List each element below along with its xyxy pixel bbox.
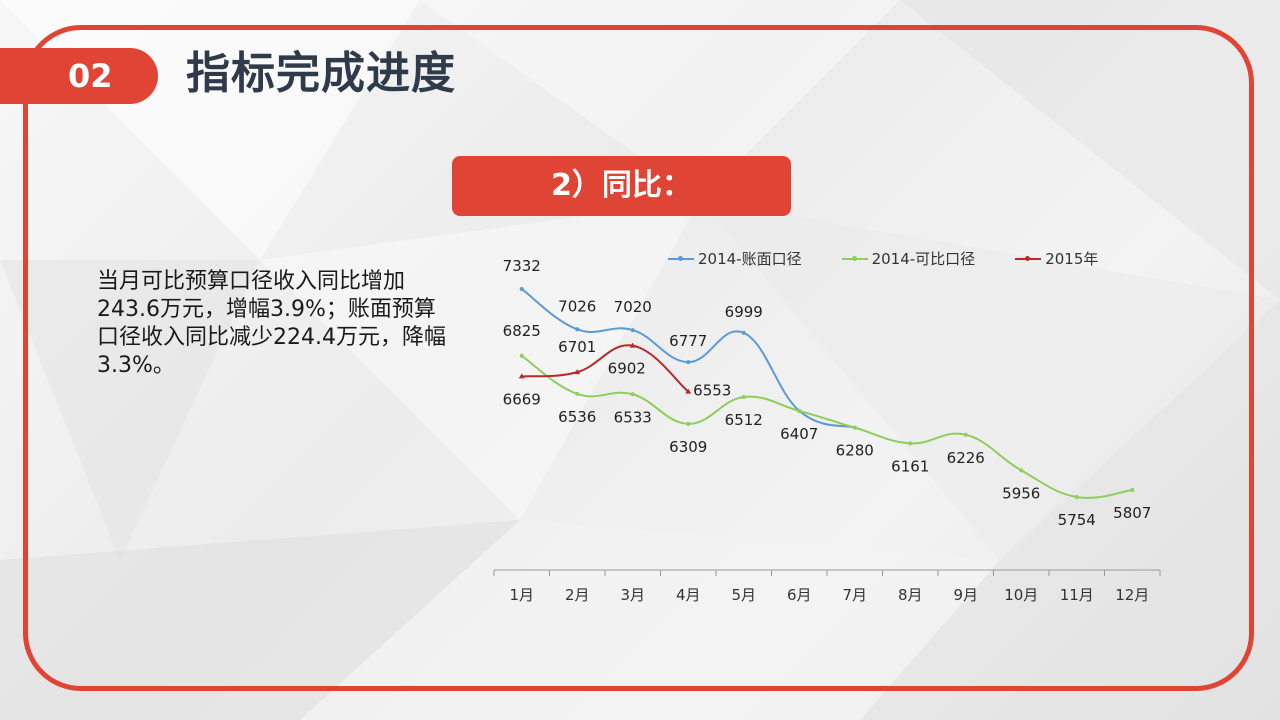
x-tick-label: 12月: [1115, 586, 1149, 604]
series-line-2: [521, 344, 689, 393]
x-tick-label: 4月: [676, 586, 701, 604]
subtitle-banner: 2）同比：: [452, 156, 791, 216]
data-label: 6533: [614, 408, 652, 426]
x-tick-label: 6月: [787, 586, 812, 604]
data-label: 6902: [608, 360, 646, 378]
data-label: 6553: [693, 382, 731, 400]
data-label: 5807: [1113, 504, 1151, 522]
x-tick-label: 8月: [898, 586, 923, 604]
data-label: 7020: [614, 298, 652, 316]
data-point: [741, 330, 746, 335]
data-label: 5956: [1002, 484, 1040, 502]
data-label: 6280: [836, 442, 874, 460]
data-label: 7332: [503, 257, 541, 275]
legend-swatch: [841, 255, 868, 261]
data-point: [519, 353, 524, 358]
data-point: [629, 342, 636, 348]
data-point: [908, 441, 913, 446]
legend-label: 2015年: [1045, 250, 1099, 268]
x-tick-label: 1月: [509, 586, 534, 604]
data-label: 6825: [503, 322, 541, 340]
data-point: [741, 395, 746, 400]
legend-swatch: [668, 255, 694, 261]
data-label: 6226: [947, 449, 985, 467]
data-point: [797, 408, 802, 413]
data-point: [518, 373, 525, 379]
data-point: [1130, 487, 1135, 492]
data-label: 6309: [669, 438, 707, 456]
data-point: [685, 388, 692, 394]
line-chart: 1月 2月 3月 4月 5月 6月 7月 8月 9月 10月 11月 12月 7332 7026 7020 6…: [493, 257, 1161, 604]
data-point: [686, 421, 691, 426]
data-point: [1019, 468, 1024, 473]
legend-label: 2014-账面口径: [698, 250, 802, 268]
data-label: 5754: [1058, 511, 1096, 529]
subtitle-text: 2）同比：: [551, 168, 692, 203]
data-point: [574, 369, 581, 375]
data-point: [630, 328, 635, 333]
x-tick-label: 7月: [842, 586, 867, 604]
legend-item: 2014-账面口径: [668, 248, 802, 269]
data-point: [1074, 494, 1079, 499]
data-point: [686, 360, 691, 365]
data-point: [852, 425, 857, 430]
legend-item: 2014-可比口径: [841, 248, 976, 269]
x-tick-label: 10月: [1004, 586, 1038, 604]
x-tick-label: 3月: [620, 586, 645, 604]
data-label: 6512: [725, 411, 763, 429]
section-number: 02: [68, 57, 113, 95]
data-label: 6701: [558, 338, 596, 356]
data-point: [963, 432, 968, 437]
section-number-tab: 02: [0, 48, 158, 104]
legend-item: 2015年: [1015, 248, 1098, 269]
legend-swatch: [1015, 255, 1042, 261]
x-tick-label: 5月: [731, 586, 756, 604]
data-point: [575, 327, 580, 332]
data-point: [575, 391, 580, 396]
data-label: 6407: [780, 425, 818, 443]
page-title: 指标完成进度: [186, 48, 456, 99]
legend-label: 2014-可比口径: [871, 250, 976, 268]
x-tick-label: 11月: [1060, 586, 1094, 604]
data-label: 7026: [558, 297, 596, 315]
chart-legend: 2014-账面口径 2014-可比口径 2015年: [668, 248, 1138, 269]
data-point: [519, 286, 524, 291]
summary-text: 当月可比预算口径收入同比增加243.6万元，增幅3.9%；账面预算口径收入同比减…: [97, 269, 446, 378]
content-frame: [23, 25, 1254, 691]
data-label: 6777: [669, 332, 707, 350]
x-tick-label: 9月: [953, 586, 978, 604]
data-label: 6669: [503, 390, 541, 408]
data-label: 6161: [891, 457, 929, 475]
x-tick-label: 2月: [565, 586, 590, 604]
data-label: 6999: [725, 303, 763, 321]
data-point: [630, 392, 635, 397]
data-label: 6536: [558, 408, 596, 426]
